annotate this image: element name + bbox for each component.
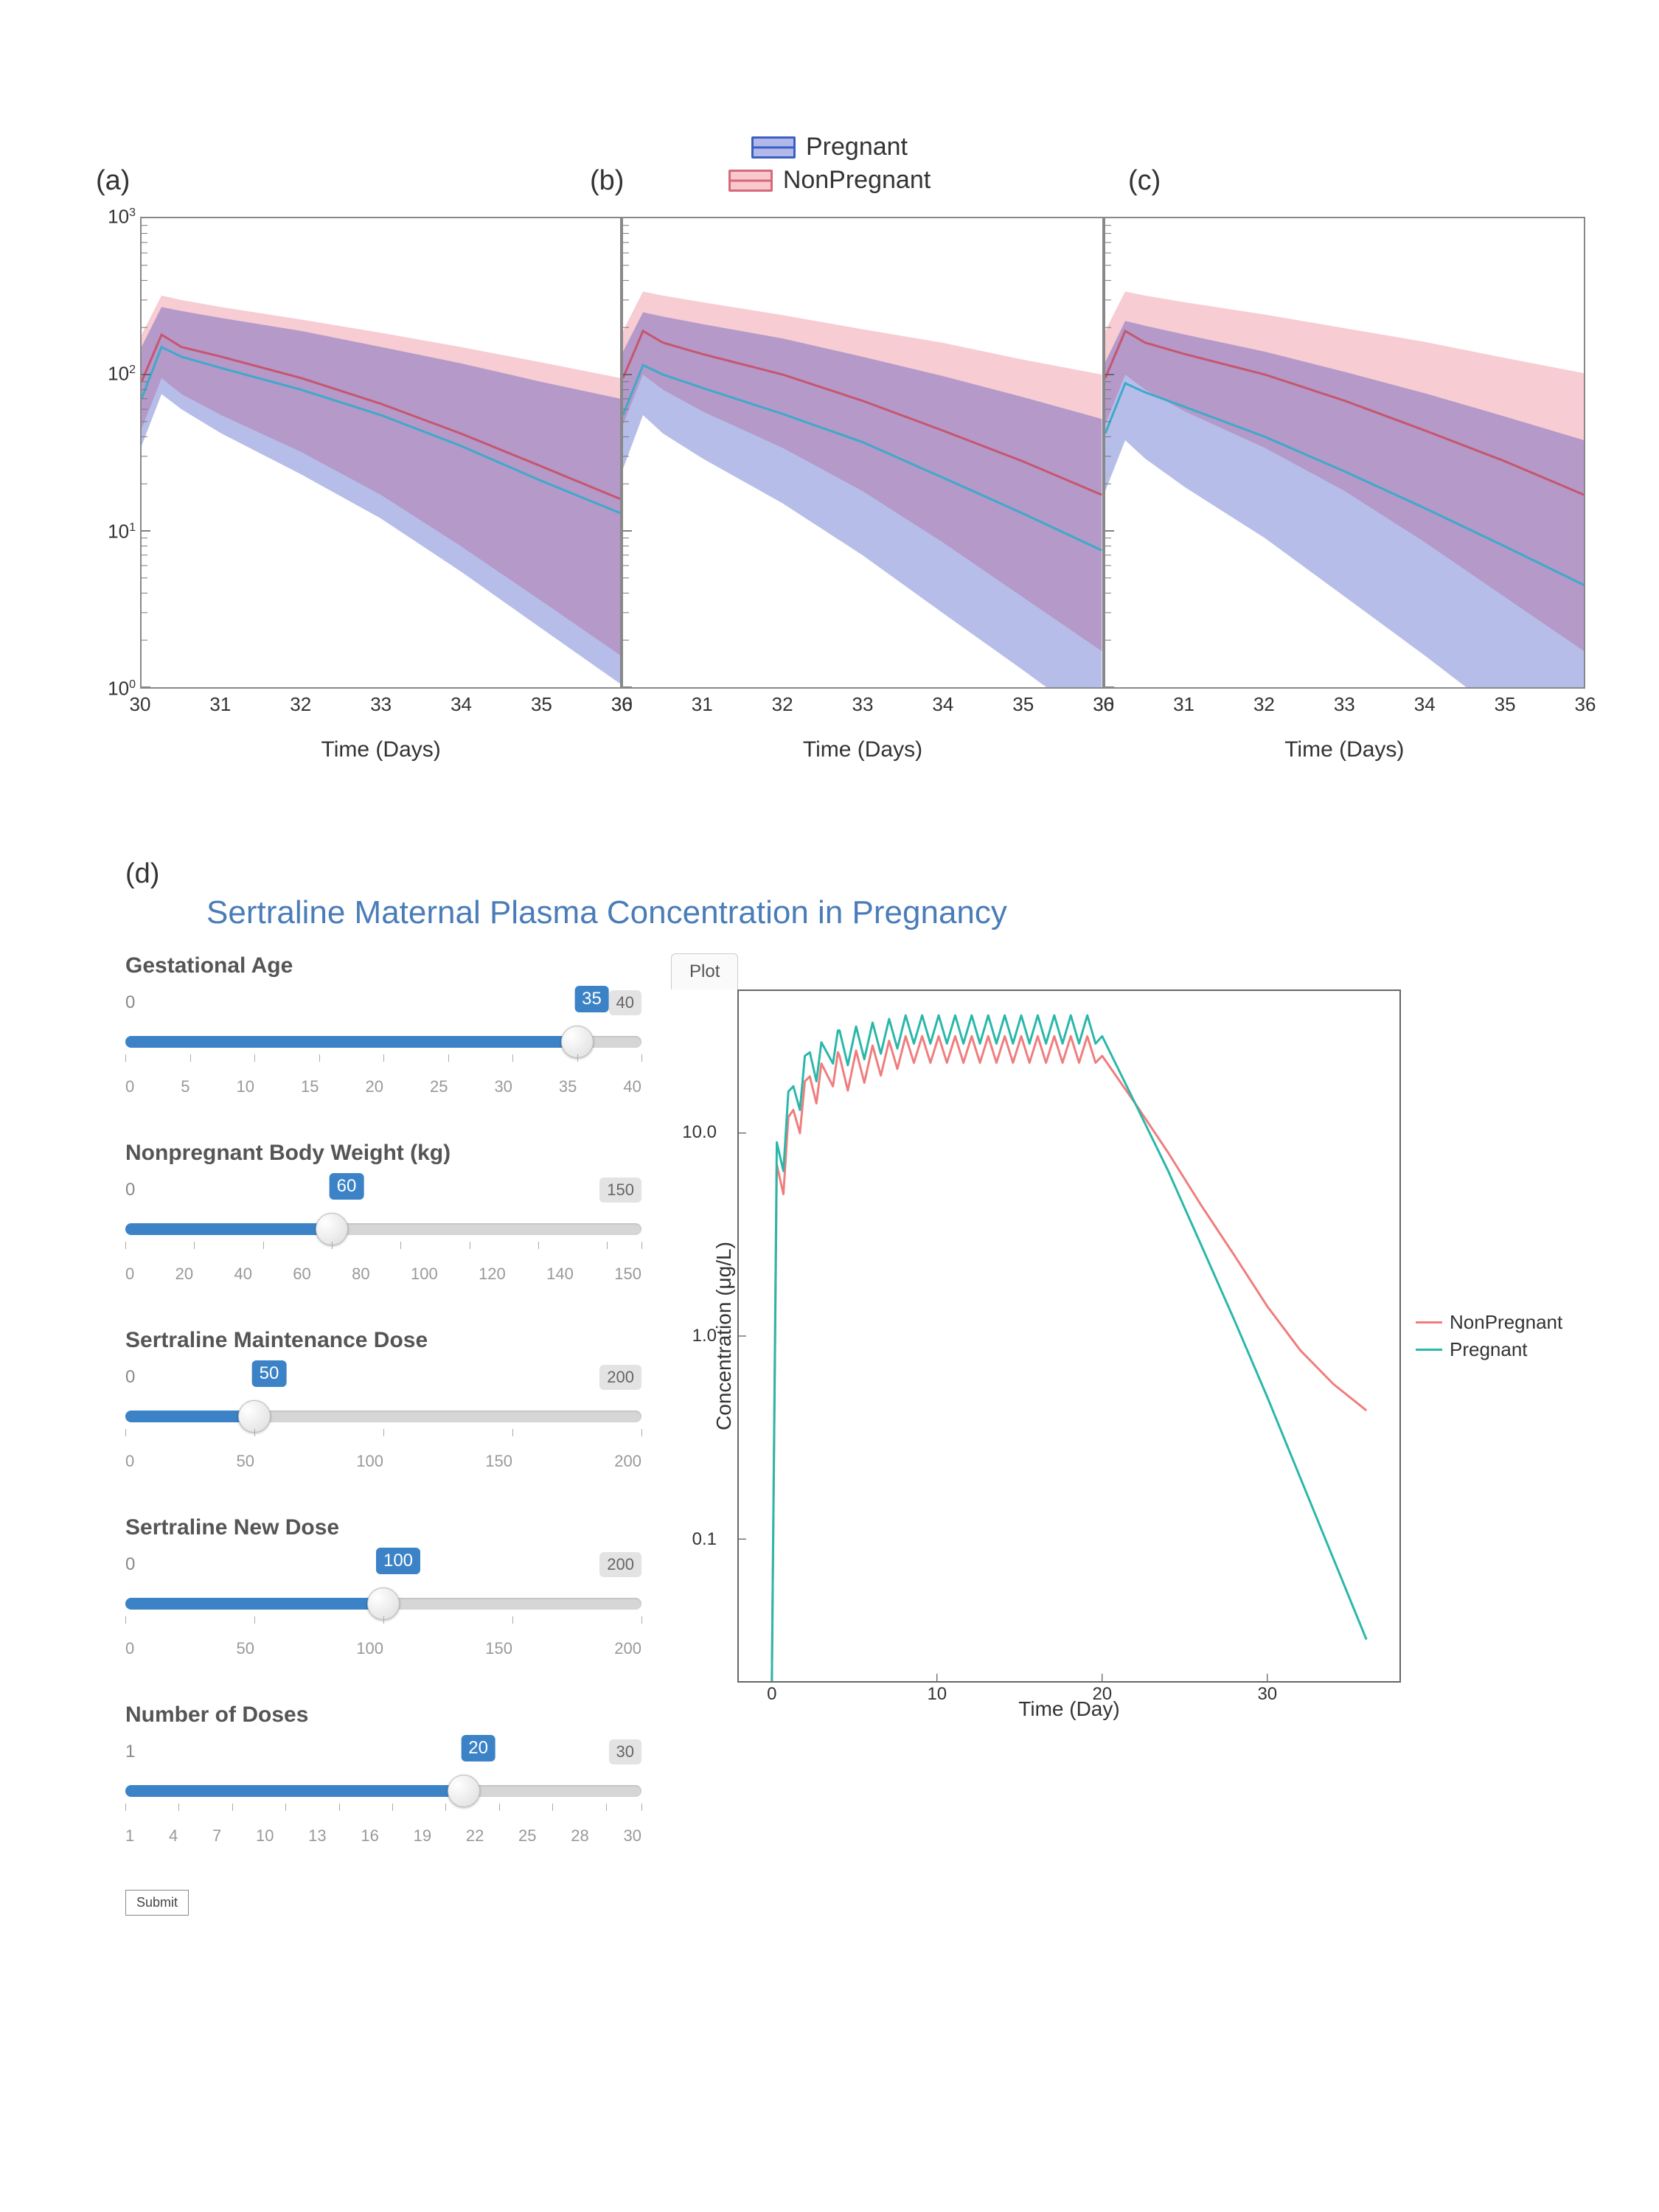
slider-scale: 050100150200 — [125, 1452, 641, 1471]
slider-scale: 050100150200 — [125, 1639, 641, 1658]
submit-button[interactable]: Submit — [125, 1890, 189, 1916]
x-tick-label: 32 — [1253, 693, 1275, 716]
x-tick-label: 35 — [1495, 693, 1516, 716]
slider-max: 200 — [599, 1365, 641, 1390]
plot-y-tick: 1.0 — [692, 1326, 717, 1346]
slider-track[interactable] — [125, 1772, 641, 1823]
slider-num-doses: Number of Doses 1 20 30 1471013161922252830 — [125, 1703, 641, 1846]
legend-swatch-pregnant — [751, 136, 796, 159]
x-tick-label: 34 — [932, 693, 953, 716]
plot-box: Time (Day) 0102030 — [737, 990, 1401, 1683]
x-axis-title-b: Time (Days) — [803, 737, 922, 762]
x-tick-label: 33 — [370, 693, 392, 716]
panel-label-d: (d) — [125, 858, 1585, 890]
top-panels-row: (a) (b) (c) Concentration (μg/L) 1001011… — [74, 217, 1585, 689]
section-d: (d) Sertraline Maternal Plasma Concentra… — [125, 858, 1585, 1916]
slider-scale: 0510152025303540 — [125, 1077, 641, 1096]
plot-legend-item: NonPregnant — [1416, 1311, 1562, 1334]
slider-track[interactable] — [125, 1397, 641, 1449]
y-tick-label: 102 — [108, 363, 136, 386]
x-axis-title-a: Time (Days) — [321, 737, 441, 762]
slider-track[interactable] — [125, 1210, 641, 1262]
x-tick-label: 33 — [1334, 693, 1355, 716]
slider-value: 50 — [252, 1360, 287, 1387]
y-axis: Concentration (μg/L) 100101102103 — [74, 217, 140, 689]
plot-legend-item: Pregnant — [1416, 1338, 1562, 1361]
legend-label-nonpregnant: NonPregnant — [783, 166, 931, 195]
x-tick-label: 31 — [209, 693, 231, 716]
slider-label: Nonpregnant Body Weight (kg) — [125, 1141, 641, 1166]
x-tick-label: 30 — [611, 693, 633, 716]
legend-label-pregnant: Pregnant — [806, 133, 908, 161]
panel-c — [1104, 217, 1585, 689]
x-tick-label: 32 — [290, 693, 311, 716]
plot-y-tick: 0.1 — [692, 1529, 717, 1550]
slider-max: 30 — [609, 1739, 641, 1764]
x-tick-label: 33 — [852, 693, 874, 716]
slider-max: 200 — [599, 1552, 641, 1577]
plot-x-tick: 0 — [767, 1684, 776, 1705]
panel-b — [622, 217, 1103, 689]
slider-label: Sertraline New Dose — [125, 1515, 641, 1540]
x-tick-label: 32 — [772, 693, 793, 716]
x-tick-label: 30 — [130, 693, 151, 716]
slider-min: 0 — [125, 1180, 162, 1200]
panel-label-a: (a) — [96, 165, 130, 197]
slider-value: 35 — [574, 986, 609, 1012]
plot-x-tick: 20 — [1092, 1684, 1112, 1705]
legend-swatch-nonpregnant — [728, 170, 773, 192]
panel-label-b: (b) — [590, 165, 624, 197]
slider-track[interactable] — [125, 1023, 641, 1074]
slider-max: 40 — [609, 990, 641, 1015]
slider-min: 1 — [125, 1742, 162, 1762]
panel-a — [140, 217, 622, 689]
x-tick-label: 34 — [451, 693, 472, 716]
slider-min: 0 — [125, 1554, 162, 1575]
slider-body-weight: Nonpregnant Body Weight (kg) 0 60 150 020406… — [125, 1141, 641, 1284]
slider-value: 60 — [330, 1173, 364, 1200]
slider-min: 0 — [125, 992, 162, 1013]
plot-legend: NonPregnant Pregnant — [1416, 1307, 1562, 1366]
sliders-column: Gestational Age 0 3540 0510152025303540 Nonp… — [125, 953, 641, 1916]
x-axis-row: Time (Days)30313233343536 Time (Days)303… — [140, 689, 1585, 755]
section-d-title: Sertraline Maternal Plasma Concentration… — [206, 894, 1585, 931]
slider-new-dose: Sertraline New Dose 0 100 200 050100150200 — [125, 1515, 641, 1658]
x-tick-label: 35 — [1012, 693, 1034, 716]
plot-y-axis: Concentration (μg/L) 0.11.010.0 — [671, 990, 723, 1683]
plot-x-tick: 30 — [1257, 1684, 1277, 1705]
x-tick-label: 34 — [1414, 693, 1436, 716]
x-tick-label: 31 — [1173, 693, 1194, 716]
slider-track[interactable] — [125, 1585, 641, 1636]
plot-y-tick: 10.0 — [682, 1122, 717, 1143]
top-legend: Pregnant NonPregnant — [74, 133, 1585, 195]
slider-scale: 020406080100120140150 — [125, 1265, 641, 1284]
x-axis-title-c: Time (Days) — [1284, 737, 1404, 762]
x-tick-label: 31 — [692, 693, 713, 716]
slider-max: 150 — [599, 1178, 641, 1203]
slider-min: 0 — [125, 1367, 162, 1388]
x-tick-label: 30 — [1093, 693, 1114, 716]
plot-x-tick: 10 — [927, 1684, 947, 1705]
slider-label: Sertraline Maintenance Dose — [125, 1328, 641, 1353]
panel-label-c: (c) — [1128, 165, 1161, 197]
slider-gestational-age: Gestational Age 0 3540 0510152025303540 — [125, 953, 641, 1096]
slider-maint-dose: Sertraline Maintenance Dose 0 50 200 0501001… — [125, 1328, 641, 1471]
plot-column: Plot Concentration (μg/L) 0.11.010.0 Tim… — [671, 953, 1585, 1916]
slider-label: Gestational Age — [125, 953, 641, 978]
slider-value: 100 — [376, 1548, 420, 1574]
plot-tab[interactable]: Plot — [671, 953, 738, 990]
slider-scale: 1471013161922252830 — [125, 1826, 641, 1846]
y-tick-label: 103 — [108, 206, 136, 229]
slider-value: 20 — [461, 1735, 495, 1761]
y-tick-label: 101 — [108, 520, 136, 543]
x-tick-label: 36 — [1575, 693, 1596, 716]
x-tick-label: 35 — [531, 693, 552, 716]
slider-label: Number of Doses — [125, 1703, 641, 1728]
